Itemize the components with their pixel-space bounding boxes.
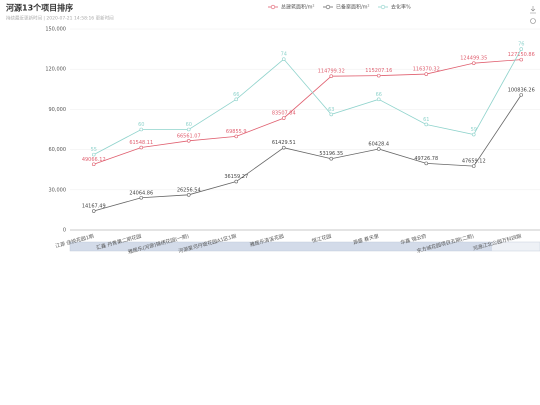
point <box>329 74 334 78</box>
restore-icon[interactable] <box>530 18 536 24</box>
data-label: 47659.12 <box>462 159 486 165</box>
toolbox[interactable] <box>530 6 536 24</box>
data-label: 14167.49 <box>82 204 106 210</box>
data-label: 66 <box>233 92 239 98</box>
point <box>186 193 191 197</box>
point <box>91 162 96 167</box>
data-label: 60428.4 <box>368 142 389 148</box>
chart-subtitle: 持续最近更新时间 | 2020-07-21 14:58:16 更新时间 <box>6 15 114 22</box>
series-line <box>93 94 522 212</box>
legend-label: 去化率% <box>391 4 411 11</box>
point <box>91 152 96 157</box>
point <box>281 116 286 120</box>
point <box>139 195 144 200</box>
point <box>424 72 429 76</box>
data-label: 55 <box>91 147 97 153</box>
point <box>471 164 476 168</box>
series-line <box>93 48 522 155</box>
point <box>234 97 239 102</box>
data-label: 26256.54 <box>177 187 201 193</box>
y-tick-label: 60,000 <box>49 147 67 153</box>
chart-title: 河源13个项目排序 <box>6 3 73 13</box>
data-label: 127150.86 <box>508 52 535 58</box>
y-tick-label: 120,000 <box>45 67 66 73</box>
legend-marker <box>380 4 386 10</box>
data-label: 61 <box>423 117 429 123</box>
data-label: 60 <box>138 122 144 128</box>
data-label: 63 <box>328 107 334 113</box>
y-tick-label: 90,000 <box>49 107 67 113</box>
data-label: 74 <box>281 52 287 58</box>
data-label: 59 <box>471 127 477 133</box>
point <box>329 112 334 117</box>
data-label: 83507.84 <box>272 111 296 117</box>
point <box>281 145 286 150</box>
download-icon[interactable] <box>530 6 536 14</box>
data-zoom[interactable] <box>69 241 540 252</box>
point <box>376 73 381 78</box>
series-line <box>93 59 522 165</box>
legend-label: 总建筑面积/m² <box>281 4 315 11</box>
data-label: 53196.35 <box>319 151 343 157</box>
data-label: 116370.32 <box>413 67 440 73</box>
data-label: 114799.32 <box>318 69 345 75</box>
data-label: 76 <box>518 42 524 48</box>
data-label: 61548.11 <box>129 140 153 146</box>
data-label: 49726.78 <box>414 156 438 162</box>
data-label: 100836.26 <box>508 87 535 93</box>
point <box>471 61 476 65</box>
point <box>234 179 239 184</box>
point <box>471 132 476 137</box>
point <box>281 57 286 61</box>
x-tick-label: 恒江花园 <box>311 233 332 245</box>
point <box>376 147 381 151</box>
legend-marker <box>325 4 331 10</box>
data-label: 36159.27 <box>224 174 248 180</box>
data-label: 49066.12 <box>82 157 106 163</box>
point <box>519 93 524 97</box>
point <box>139 145 144 150</box>
point <box>329 156 334 161</box>
point <box>519 57 524 62</box>
point <box>234 134 239 139</box>
point <box>424 122 429 127</box>
point <box>376 97 381 102</box>
point <box>424 161 429 166</box>
y-tick-label: 30,000 <box>49 187 67 193</box>
data-label: 124499.35 <box>460 56 487 62</box>
data-label: 66 <box>376 92 382 98</box>
data-label: 60 <box>186 122 192 128</box>
legend-marker <box>270 4 276 10</box>
data-label: 115207.16 <box>365 68 392 74</box>
point <box>139 127 144 132</box>
point <box>519 47 524 51</box>
data-label: 24064.86 <box>129 190 153 196</box>
zoom-window[interactable] <box>70 242 492 251</box>
y-tick-label: 0 <box>63 228 66 234</box>
legend-label: 已备案面积/m² <box>336 4 370 11</box>
y-tick-label: 150,000 <box>45 27 66 33</box>
point <box>186 139 191 143</box>
point <box>186 127 191 132</box>
data-label: 69855.9 <box>226 129 247 135</box>
point <box>91 209 96 213</box>
data-label: 61429.51 <box>272 140 296 146</box>
data-label: 66561.07 <box>177 133 201 139</box>
